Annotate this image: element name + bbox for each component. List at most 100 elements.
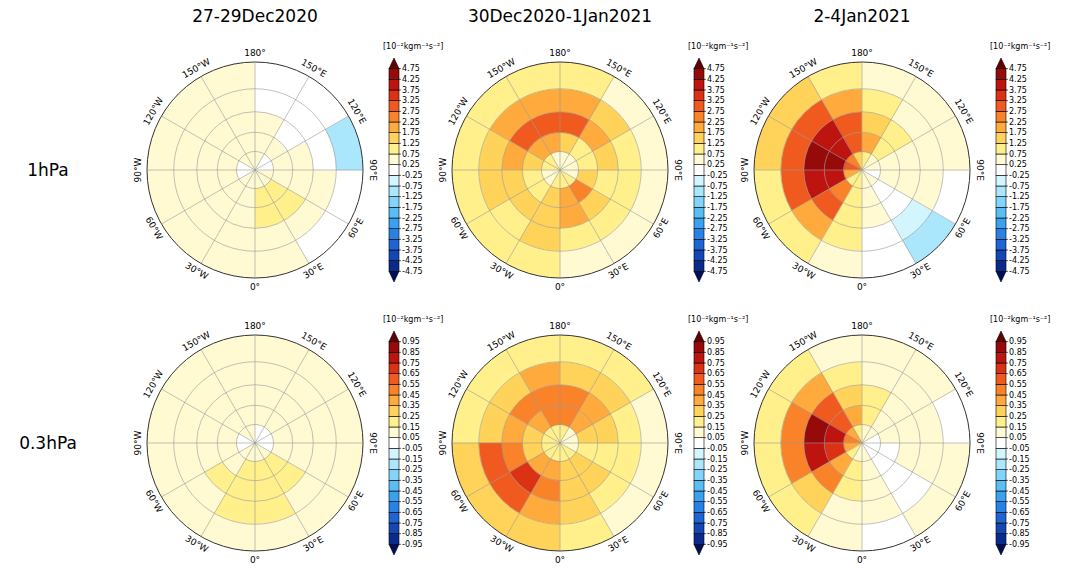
- colorbar-segment: [694, 239, 704, 250]
- colorbar-segment: [996, 101, 1006, 112]
- colorbar-segment: [389, 207, 399, 218]
- colorbar-segment: [694, 186, 704, 197]
- cell: [255, 335, 309, 373]
- colorbar-segment: [389, 384, 399, 395]
- colorbar-segment: [694, 58, 704, 69]
- colorbar-tick: [1006, 239, 1008, 240]
- meridian: [768, 170, 862, 224]
- colorbar-tick-label: 0.25: [402, 412, 420, 421]
- colorbar-tick: [1006, 228, 1008, 229]
- colorbar-tick-label: 0.95: [1009, 337, 1027, 346]
- colorbar-segment: [694, 79, 704, 90]
- colorbar-tick: [704, 260, 706, 261]
- colorbar-tick: [399, 250, 401, 251]
- colorbar-segment: [389, 186, 399, 197]
- meridian: [201, 349, 255, 443]
- colorbar-tick: [399, 111, 401, 112]
- lon-label: 90°E: [975, 432, 985, 454]
- colorbar-tick: [704, 405, 706, 406]
- colorbar-segment: [389, 544, 399, 555]
- colorbar-tick: [704, 352, 706, 353]
- meridian: [862, 443, 916, 537]
- lon-label: 60°W: [449, 488, 470, 515]
- lat-circle: [452, 335, 668, 551]
- colorbar-tick: [399, 122, 401, 123]
- cell: [630, 170, 668, 224]
- cells: [452, 62, 668, 278]
- colorbar-segment: [389, 534, 399, 545]
- colorbar-segment: [694, 352, 704, 363]
- colorbar-tick-label: 2.75: [707, 107, 725, 116]
- colorbar-tick-label: 0.05: [707, 433, 725, 442]
- panel: 180°150°E120°E90°E60°E30°E0°30°W60°W90°W…: [740, 48, 985, 292]
- colorbar-tick: [704, 164, 706, 165]
- colorbar-segment: [694, 261, 704, 272]
- colorbar-tick: [399, 373, 401, 374]
- colorbar-tick-label: -3.75: [1009, 246, 1030, 255]
- colorbar-tick-label: -0.15: [707, 455, 728, 464]
- colorbar-tick: [1006, 218, 1008, 219]
- colorbar-tick-label: -0.75: [707, 519, 728, 528]
- colorbar-tick: [1006, 512, 1008, 513]
- colorbar-tick-label: -1.75: [1009, 203, 1030, 212]
- lat-circle: [754, 62, 970, 278]
- colorbar-tick-label: 0.75: [402, 150, 420, 159]
- colorbar-segment: [694, 111, 704, 122]
- meridian: [255, 170, 309, 264]
- colorbar-tick-label: 0.75: [707, 150, 725, 159]
- lon-label: 180°: [851, 48, 873, 58]
- colorbar-tick-label: -0.55: [402, 497, 423, 506]
- colorbar-segment: [389, 143, 399, 154]
- colorbar-tick-label: -0.65: [1009, 508, 1030, 517]
- colorbar-segment: [996, 271, 1006, 282]
- colorbar-tick: [1006, 175, 1008, 176]
- colorbar-segment: [694, 143, 704, 154]
- colorbar-segment: [996, 502, 1006, 513]
- colorbar-label: [10⁻²kgm⁻¹s⁻²]: [383, 315, 443, 324]
- colorbar-segment: [996, 438, 1006, 449]
- colorbar-segment: [694, 395, 704, 406]
- colorbar-tick: [704, 143, 706, 144]
- meridian: [255, 443, 309, 537]
- cell: [630, 443, 668, 497]
- colorbar-tick: [1006, 196, 1008, 197]
- meridian: [768, 443, 862, 497]
- lon-label: 120°W: [446, 368, 470, 400]
- colorbar-tick: [399, 533, 401, 534]
- colorbar-tick-label: 0.15: [1009, 423, 1027, 432]
- colorbar-tick: [399, 437, 401, 438]
- colorbar-segment: [389, 448, 399, 459]
- colorbar-segment: [389, 165, 399, 176]
- row-label: 0.3hPa: [19, 433, 77, 453]
- lon-label: 30°W: [183, 533, 210, 554]
- lon-label: 180°: [244, 321, 266, 331]
- meridian: [560, 62, 561, 170]
- colorbar-tick-label: 0.45: [402, 391, 420, 400]
- colorbar-segment: [694, 374, 704, 385]
- colorbar-tick-label: 4.75: [402, 64, 420, 73]
- colorbar-tick: [704, 90, 706, 91]
- colorbar-tick: [1006, 207, 1008, 208]
- colorbar-segment: [694, 101, 704, 112]
- colorbar-tick-label: -2.75: [707, 224, 728, 233]
- colorbar-tick: [399, 132, 401, 133]
- colorbar-segment: [389, 58, 399, 69]
- colorbar-segment: [694, 218, 704, 229]
- colorbar-tick-label: 0.15: [707, 423, 725, 432]
- colorbar-segment: [389, 438, 399, 449]
- colorbar-tick: [1006, 395, 1008, 396]
- meridian: [255, 62, 256, 170]
- colorbar-segment: [389, 69, 399, 80]
- meridian: [768, 389, 862, 443]
- colorbar-tick: [1006, 469, 1008, 470]
- colorbar-segment: [694, 165, 704, 176]
- colorbar-segment: [694, 229, 704, 240]
- cell: [452, 116, 490, 170]
- lon-label: 60°E: [953, 489, 973, 513]
- meridian: [147, 443, 255, 444]
- cell: [147, 389, 185, 443]
- colorbar-segment: [996, 122, 1006, 133]
- lon-label: 150°E: [299, 57, 328, 79]
- colorbar-tick-label: -3.75: [707, 246, 728, 255]
- colorbar-segment: [694, 544, 704, 555]
